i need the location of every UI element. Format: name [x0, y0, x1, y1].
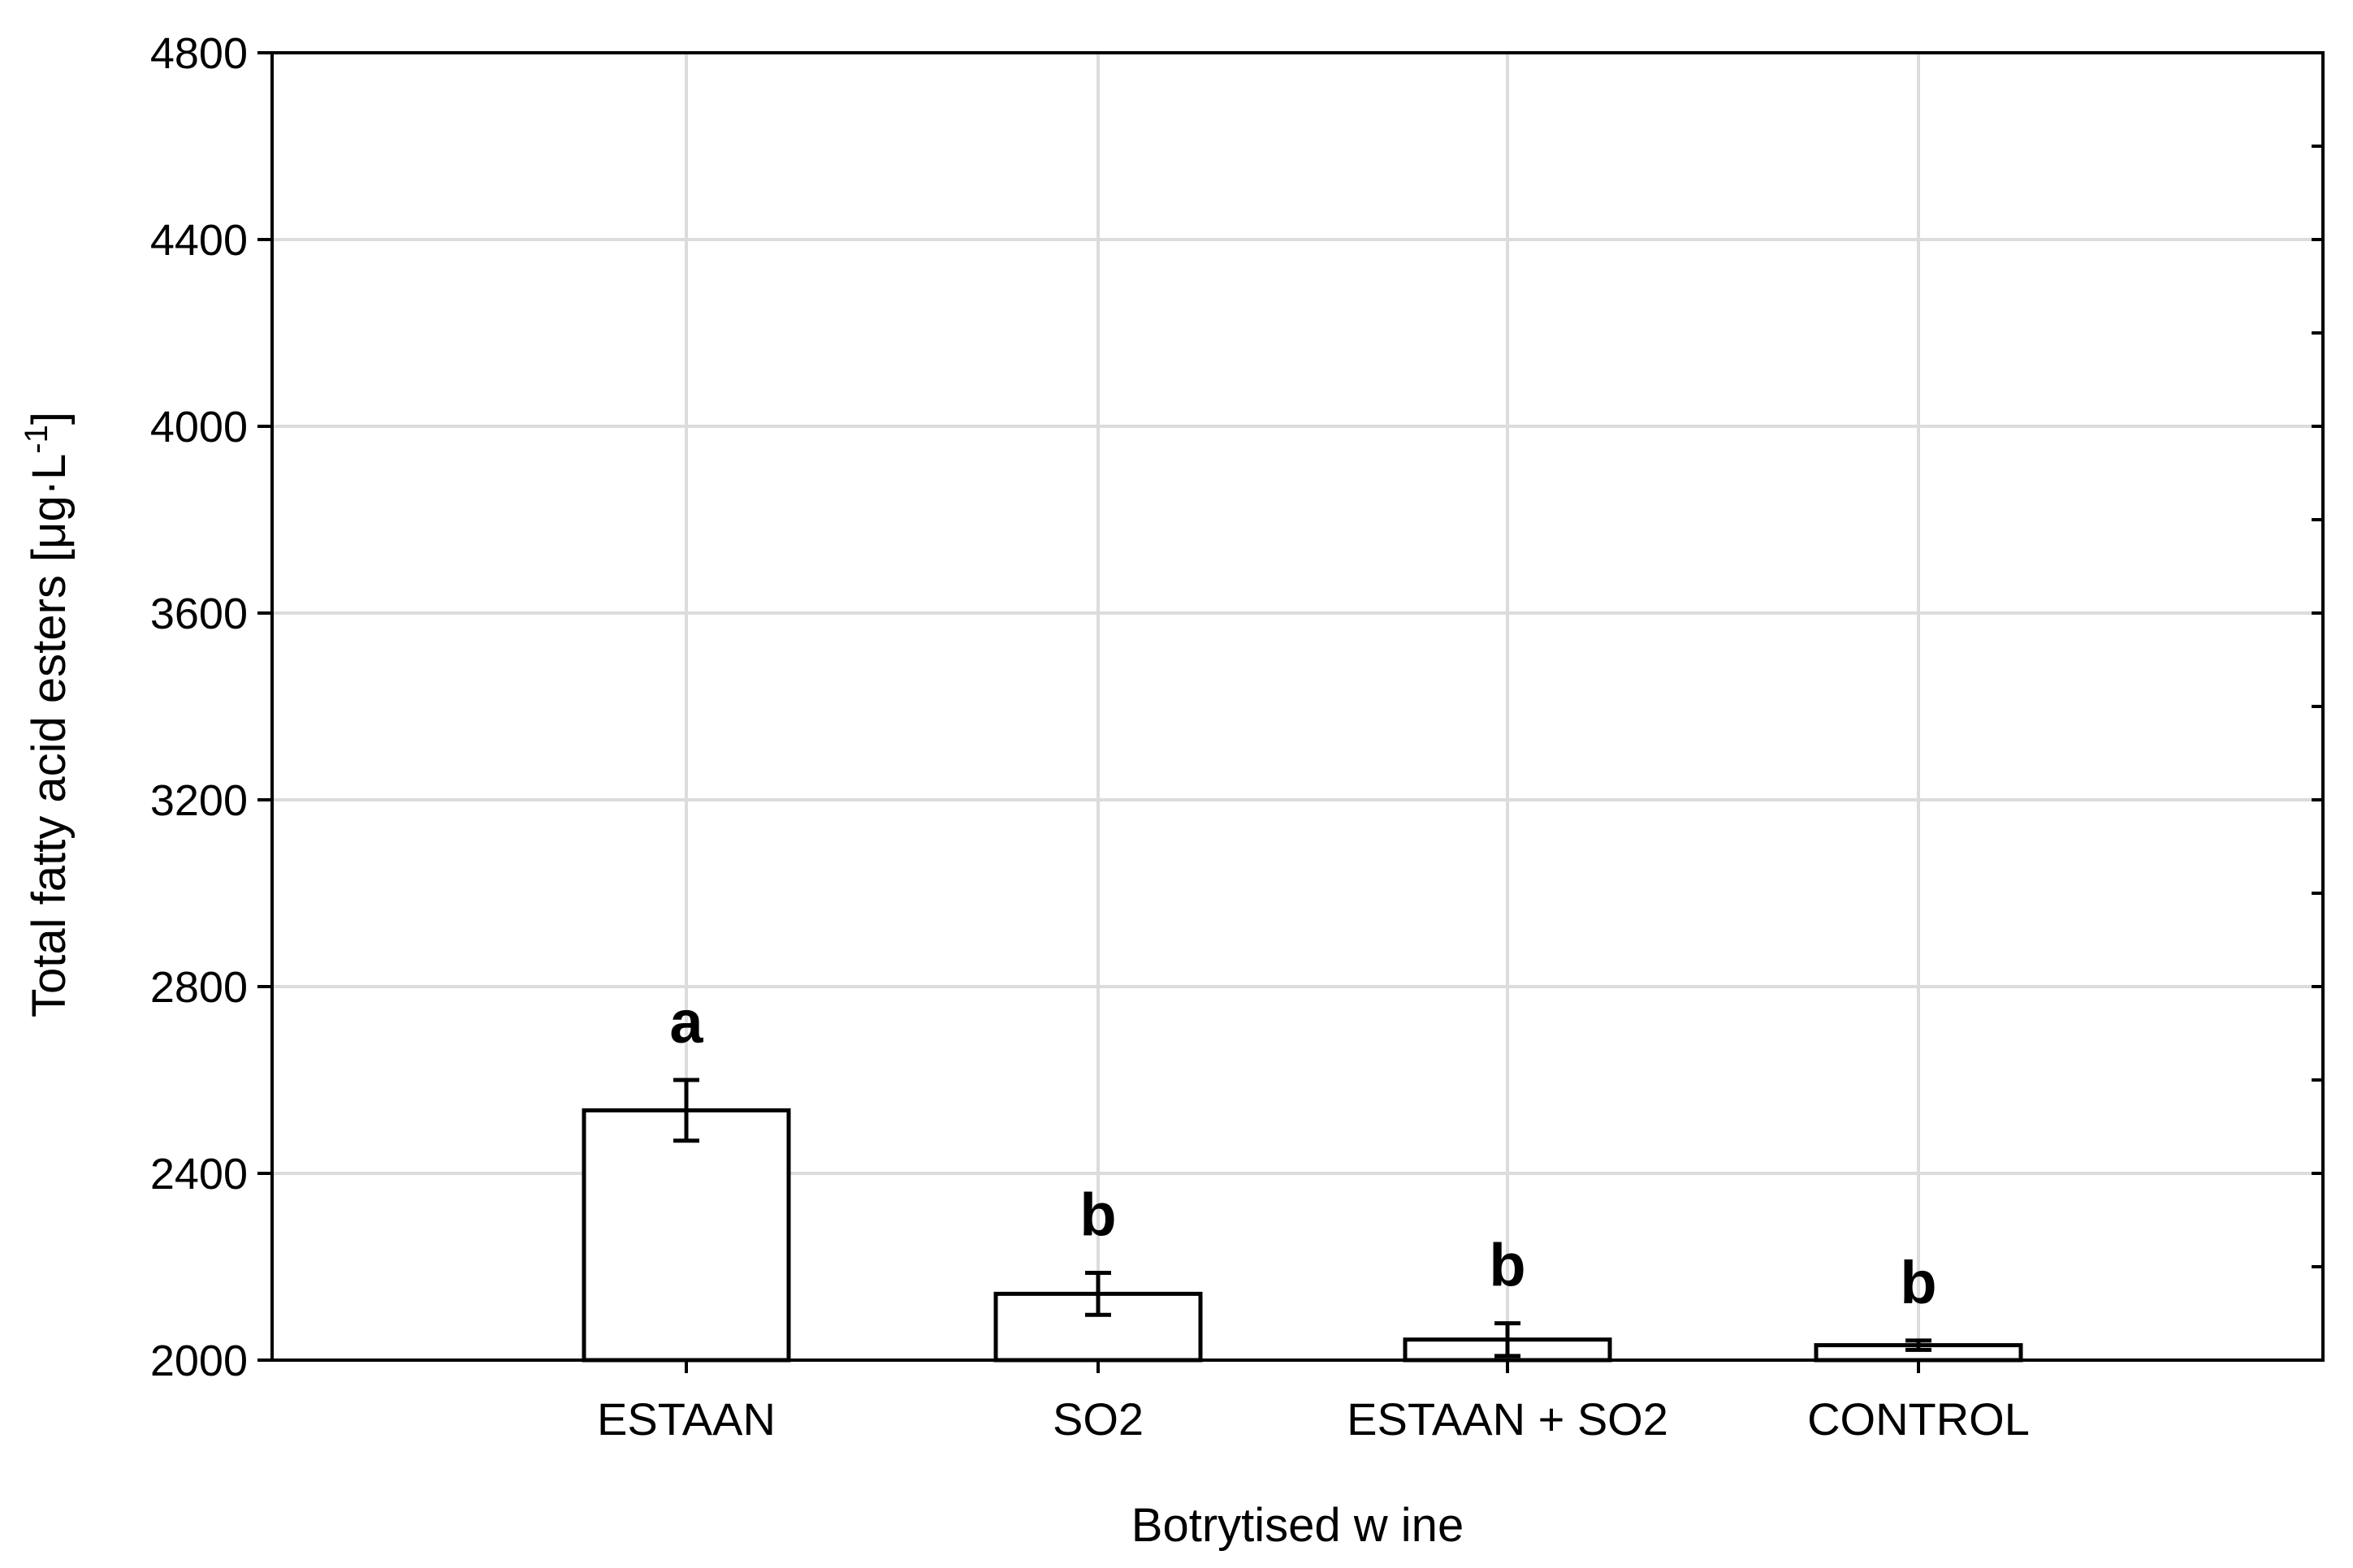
significance-letter: a	[669, 988, 703, 1056]
y-axis-title-superscript: -1	[19, 425, 54, 454]
axes	[257, 51, 2325, 1373]
significance-letter: b	[1900, 1249, 1936, 1316]
y-axis-title: Total fatty acid esters [μg·L-1]	[19, 412, 76, 1017]
significance-letter: b	[1079, 1181, 1116, 1248]
y-tick-label: 3600	[150, 590, 248, 638]
x-axis-title: Botrytised w ine	[1131, 1499, 1464, 1552]
y-axis-title-close: ]	[23, 412, 76, 425]
y-tick-label: 4000	[150, 403, 248, 451]
significance-letter: b	[1489, 1232, 1525, 1299]
y-tick-label: 2400	[150, 1150, 248, 1199]
bar	[582, 1108, 791, 1363]
y-tick-label: 4800	[150, 29, 248, 78]
x-tick-label: CONTROL	[1807, 1393, 2030, 1445]
y-tick-label: 4400	[150, 216, 248, 265]
y-tick-label: 3200	[150, 776, 248, 825]
x-tick-label: ESTAAN + SO2	[1347, 1393, 1668, 1445]
y-tick-labels: 2000 2400 2800 3200 3600 4000 4400 4800	[150, 29, 248, 1385]
x-tick-label: ESTAAN	[597, 1393, 776, 1445]
y-axis-title-main: Total fatty acid esters [μg·L	[23, 454, 76, 1017]
y-tick-label: 2800	[150, 963, 248, 1012]
grid	[272, 53, 2323, 1360]
y-tick-label: 2000	[150, 1337, 248, 1385]
x-tick-labels: ESTAAN SO2 ESTAAN + SO2 CONTROL	[597, 1393, 2030, 1445]
x-tick-label: SO2	[1053, 1393, 1144, 1445]
